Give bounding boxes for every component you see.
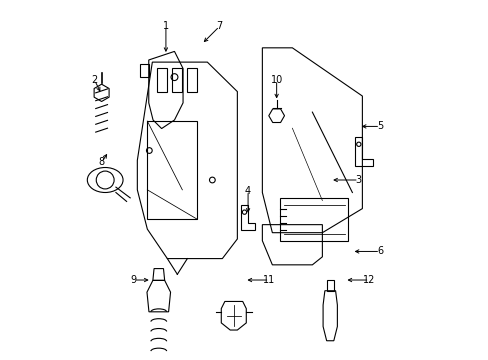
Text: 11: 11	[263, 275, 275, 285]
Text: 5: 5	[376, 121, 383, 131]
Bar	[280, 198, 347, 241]
Bar	[147, 121, 197, 219]
Bar	[187, 68, 197, 91]
Text: 2: 2	[91, 75, 98, 85]
Text: 10: 10	[270, 75, 282, 85]
Text: 8: 8	[99, 157, 104, 167]
Text: 1: 1	[163, 21, 169, 31]
Text: 6: 6	[376, 247, 383, 256]
Bar	[172, 68, 182, 91]
Text: 3: 3	[355, 175, 361, 185]
Text: 9: 9	[130, 275, 137, 285]
Text: 4: 4	[244, 186, 251, 196]
Text: 12: 12	[363, 275, 375, 285]
Bar	[157, 68, 167, 91]
Text: 7: 7	[216, 21, 222, 31]
